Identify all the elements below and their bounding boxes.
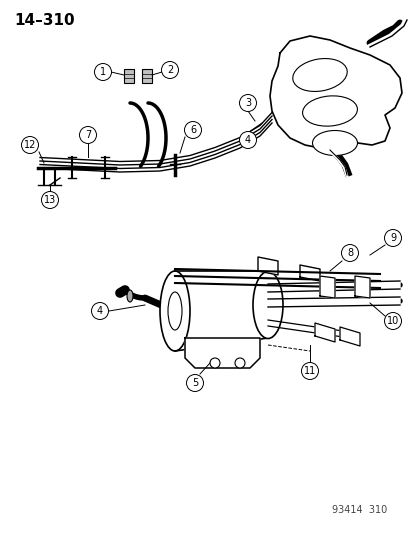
Ellipse shape [127, 290, 133, 302]
Circle shape [79, 126, 96, 143]
Polygon shape [339, 327, 359, 346]
Ellipse shape [252, 271, 282, 338]
Text: 2: 2 [166, 65, 173, 75]
Ellipse shape [168, 292, 182, 330]
Circle shape [161, 61, 178, 78]
Text: 3: 3 [244, 98, 250, 108]
Circle shape [184, 122, 201, 139]
Circle shape [341, 245, 358, 262]
Circle shape [209, 358, 219, 368]
Circle shape [239, 94, 256, 111]
Text: 4: 4 [244, 135, 250, 145]
Polygon shape [354, 276, 369, 298]
Circle shape [301, 362, 318, 379]
Text: 14–310: 14–310 [14, 13, 74, 28]
Circle shape [235, 358, 244, 368]
Circle shape [239, 132, 256, 149]
Polygon shape [319, 276, 334, 298]
Circle shape [41, 191, 58, 208]
Ellipse shape [159, 271, 190, 351]
Ellipse shape [302, 96, 356, 126]
Circle shape [384, 312, 401, 329]
Polygon shape [267, 320, 349, 338]
Circle shape [91, 303, 108, 319]
Text: 1: 1 [100, 67, 106, 77]
Text: 93414  310: 93414 310 [332, 505, 387, 515]
Text: 8: 8 [346, 248, 352, 258]
Polygon shape [267, 281, 399, 292]
Text: 11: 11 [303, 366, 316, 376]
Text: 10: 10 [386, 316, 398, 326]
Polygon shape [314, 323, 334, 342]
Circle shape [186, 375, 203, 392]
Text: 5: 5 [191, 378, 198, 388]
FancyBboxPatch shape [124, 69, 134, 83]
Polygon shape [185, 338, 259, 368]
Text: 4: 4 [97, 306, 103, 316]
Text: 7: 7 [85, 130, 91, 140]
Polygon shape [299, 265, 319, 281]
Circle shape [384, 230, 401, 246]
Circle shape [21, 136, 38, 154]
Polygon shape [267, 297, 399, 307]
Polygon shape [257, 257, 277, 275]
Text: 9: 9 [389, 233, 395, 243]
Polygon shape [175, 271, 267, 351]
Polygon shape [269, 36, 401, 148]
Text: 13: 13 [44, 195, 56, 205]
Ellipse shape [312, 131, 357, 156]
Text: 12: 12 [24, 140, 36, 150]
FancyBboxPatch shape [142, 69, 152, 83]
Text: 6: 6 [190, 125, 196, 135]
Ellipse shape [292, 59, 347, 92]
Circle shape [94, 63, 111, 80]
